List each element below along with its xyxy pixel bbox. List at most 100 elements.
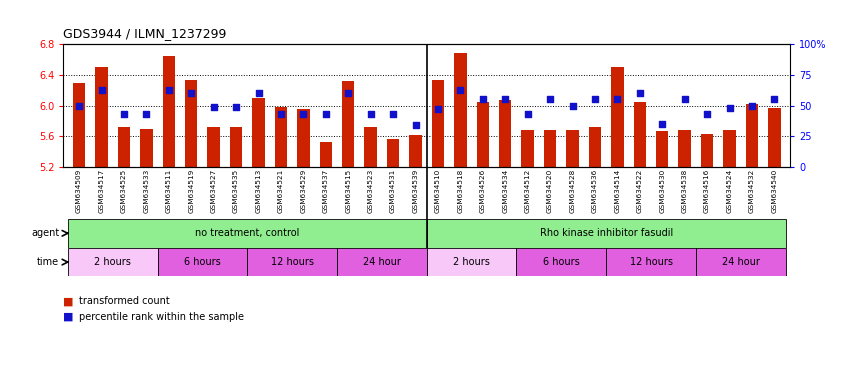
Text: 12 hours: 12 hours — [270, 257, 313, 267]
Text: GSM634517: GSM634517 — [99, 169, 105, 213]
Bar — [68, 219, 426, 248]
Bar — [544, 130, 555, 167]
Point — [610, 96, 624, 103]
Bar — [408, 135, 421, 167]
Bar — [297, 109, 309, 167]
Bar — [342, 81, 354, 167]
Text: 6 hours: 6 hours — [184, 257, 220, 267]
Bar — [678, 130, 690, 167]
Point — [341, 90, 354, 96]
Point — [117, 111, 131, 117]
Point — [252, 90, 265, 96]
Bar — [95, 67, 107, 167]
Point — [386, 111, 399, 117]
Bar — [745, 104, 757, 167]
Point — [273, 111, 287, 117]
Point — [520, 111, 533, 117]
Bar — [337, 248, 426, 276]
Text: GSM634523: GSM634523 — [367, 169, 373, 213]
Bar — [605, 248, 695, 276]
Point — [364, 111, 377, 117]
Point — [296, 111, 310, 117]
Point — [565, 103, 579, 109]
Text: GSM634520: GSM634520 — [546, 169, 553, 213]
Bar — [364, 127, 376, 167]
Text: GSM634522: GSM634522 — [636, 169, 642, 213]
Point — [207, 104, 220, 110]
Text: GSM634532: GSM634532 — [748, 169, 754, 213]
Point — [543, 96, 556, 103]
Point — [744, 103, 758, 109]
Bar — [68, 248, 157, 276]
Point — [453, 86, 467, 93]
Text: no treatment, control: no treatment, control — [195, 228, 299, 238]
Text: 12 hours: 12 hours — [629, 257, 672, 267]
Text: GSM634527: GSM634527 — [210, 169, 216, 213]
Text: 2 hours: 2 hours — [452, 257, 490, 267]
Text: agent: agent — [31, 228, 59, 238]
Point — [498, 96, 511, 103]
Bar — [162, 56, 175, 167]
Text: GSM634524: GSM634524 — [726, 169, 732, 213]
Text: GSM634530: GSM634530 — [658, 169, 664, 213]
Bar — [208, 127, 219, 167]
Bar — [521, 130, 533, 167]
Point — [229, 104, 242, 110]
Text: GSM634528: GSM634528 — [569, 169, 575, 213]
Point — [319, 111, 333, 117]
Point — [655, 121, 668, 127]
Text: GSM634540: GSM634540 — [771, 169, 776, 213]
Text: GSM634526: GSM634526 — [479, 169, 485, 213]
Bar — [565, 130, 578, 167]
Point — [632, 90, 646, 96]
Text: ■: ■ — [63, 312, 73, 322]
Bar — [157, 248, 247, 276]
Text: GSM634536: GSM634536 — [592, 169, 598, 213]
Text: GSM634537: GSM634537 — [322, 169, 328, 213]
Text: transformed count: transformed count — [78, 296, 169, 306]
Text: GSM634513: GSM634513 — [255, 169, 261, 213]
Point — [162, 86, 176, 93]
Bar — [247, 248, 337, 276]
Point — [475, 96, 489, 103]
Bar — [431, 80, 444, 167]
Bar — [722, 130, 735, 167]
Bar — [476, 102, 489, 167]
Text: GSM634512: GSM634512 — [524, 169, 530, 213]
Text: GSM634509: GSM634509 — [76, 169, 82, 213]
Point — [73, 103, 86, 109]
Bar — [655, 131, 668, 167]
Text: 24 hour: 24 hour — [721, 257, 759, 267]
Text: GSM634539: GSM634539 — [412, 169, 418, 213]
Bar — [426, 219, 785, 248]
Bar — [610, 67, 623, 167]
Bar — [633, 102, 645, 167]
Text: ■: ■ — [63, 296, 73, 306]
Bar — [700, 134, 712, 167]
Text: GSM634518: GSM634518 — [457, 169, 463, 213]
Bar — [319, 142, 332, 167]
Point — [95, 86, 108, 93]
Point — [677, 96, 690, 103]
Bar — [516, 248, 605, 276]
Text: GDS3944 / ILMN_1237299: GDS3944 / ILMN_1237299 — [63, 27, 226, 40]
Text: percentile rank within the sample: percentile rank within the sample — [78, 312, 243, 322]
Point — [430, 106, 444, 113]
Bar — [387, 139, 398, 167]
Text: GSM634525: GSM634525 — [121, 169, 127, 213]
Point — [184, 90, 197, 96]
Bar — [426, 248, 516, 276]
Text: GSM634529: GSM634529 — [300, 169, 306, 213]
Text: GSM634514: GSM634514 — [614, 169, 619, 213]
Text: Rho kinase inhibitor fasudil: Rho kinase inhibitor fasudil — [538, 228, 672, 238]
Text: GSM634538: GSM634538 — [681, 169, 687, 213]
Bar — [185, 80, 197, 167]
Point — [722, 105, 735, 111]
Text: time: time — [37, 257, 59, 267]
Bar — [252, 98, 264, 167]
Point — [587, 96, 601, 103]
Text: GSM634510: GSM634510 — [435, 169, 441, 213]
Text: GSM634535: GSM634535 — [233, 169, 239, 213]
Bar — [117, 127, 130, 167]
Text: GSM634511: GSM634511 — [165, 169, 171, 213]
